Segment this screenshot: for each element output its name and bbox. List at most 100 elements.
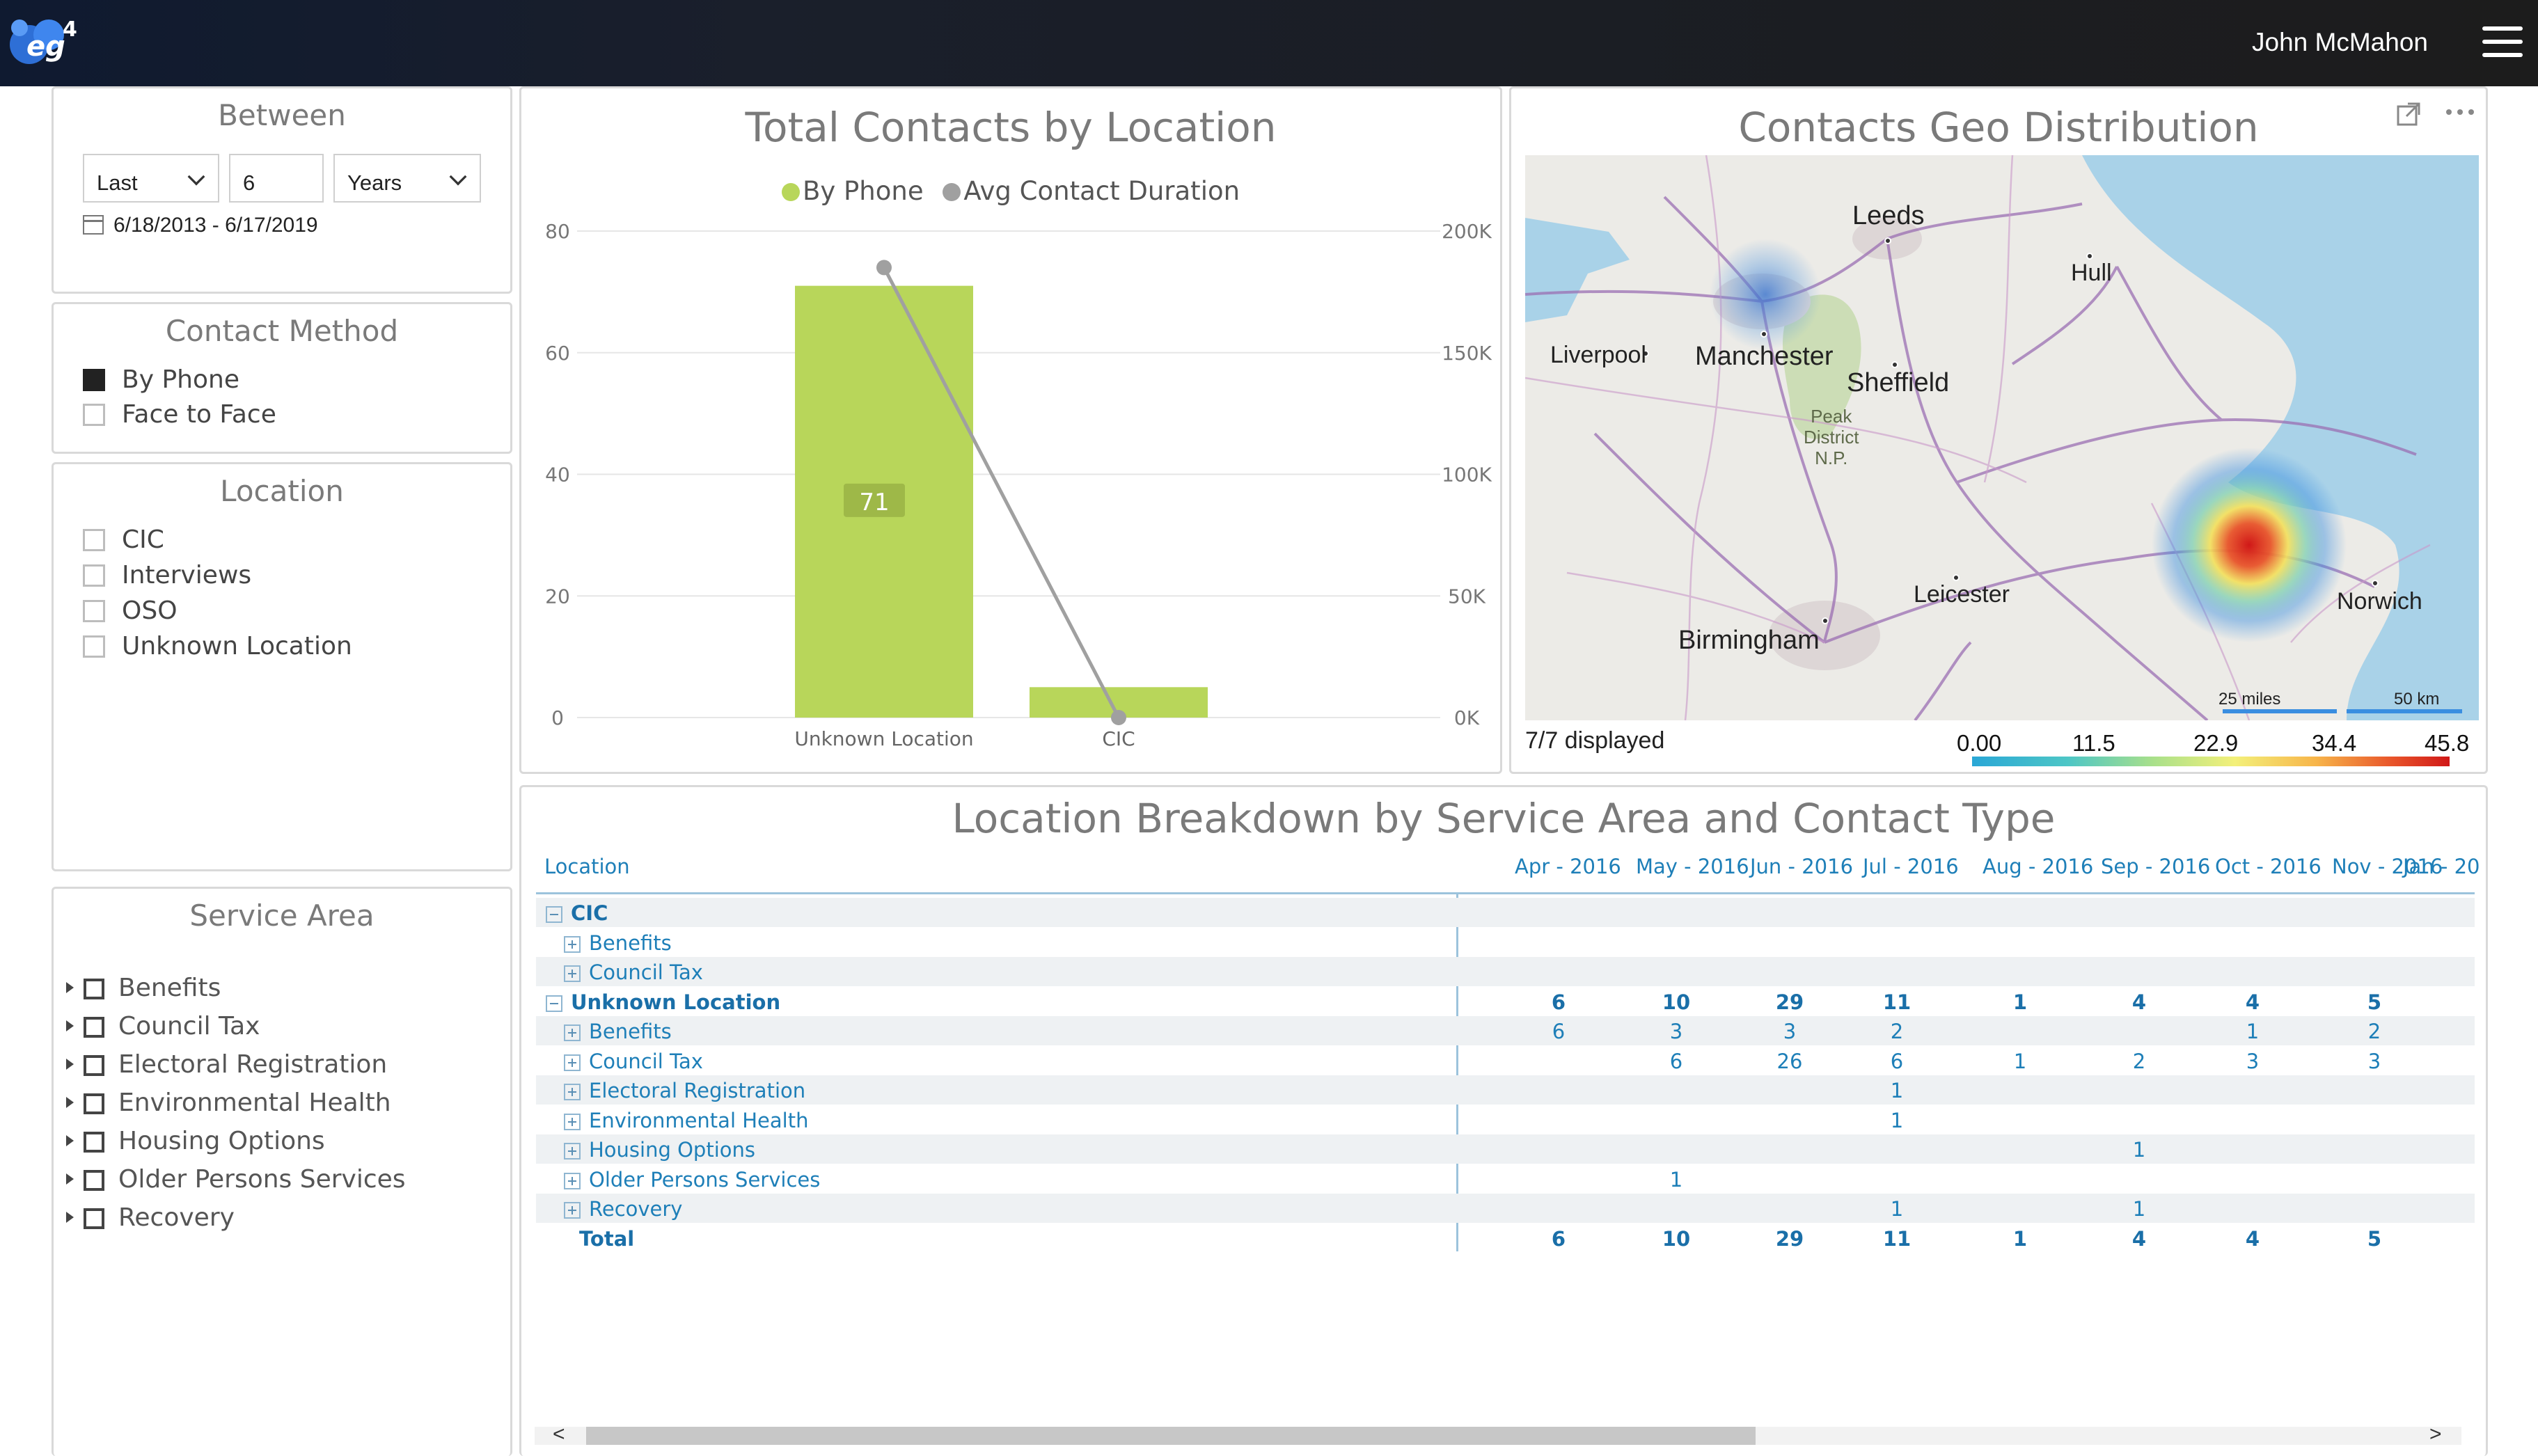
table-cell[interactable]: 1	[2012, 990, 2028, 1014]
table-cell[interactable]: 4	[2245, 990, 2260, 1014]
table-row[interactable]	[536, 987, 2475, 1016]
expand-icon[interactable]	[564, 1113, 581, 1130]
table-cell[interactable]: 4	[2131, 1226, 2147, 1251]
expand-icon[interactable]	[564, 1024, 581, 1041]
contact-method-item[interactable]: Face to Face	[83, 400, 276, 429]
horizontal-scrollbar[interactable]	[535, 1427, 2461, 1445]
table-cell[interactable]: 11	[1882, 1226, 1912, 1251]
table-cell[interactable]: 4	[2131, 990, 2147, 1014]
table-cell[interactable]: 3	[1783, 1020, 1797, 1043]
table-cell[interactable]: 1	[2132, 1197, 2146, 1221]
column-header[interactable]: Jul - 2016	[1863, 855, 1959, 878]
table-row[interactable]	[536, 1134, 2475, 1164]
table-cell[interactable]: 2	[1890, 1020, 1904, 1043]
expand-icon[interactable]	[564, 1084, 581, 1100]
expand-icon[interactable]	[2395, 101, 2422, 127]
table-cell[interactable]: 1	[1890, 1197, 1904, 1221]
expand-icon[interactable]	[564, 1172, 581, 1189]
table-cell[interactable]: 1	[1669, 1167, 1683, 1192]
expand-arrow-icon[interactable]	[66, 1212, 74, 1223]
table-cell[interactable]: 4	[2245, 1226, 2260, 1251]
column-header[interactable]: Oct - 2016	[2215, 855, 2322, 878]
expand-arrow-icon[interactable]	[66, 1173, 74, 1185]
column-header-location[interactable]: Location	[544, 855, 630, 878]
table-cell[interactable]: 3	[2246, 1049, 2260, 1073]
checkbox[interactable]	[83, 369, 105, 391]
table-cell[interactable]: 10	[1662, 990, 1691, 1014]
service-area-item[interactable]: Electoral Registration	[66, 1050, 387, 1079]
checkbox[interactable]	[84, 979, 104, 999]
table-cell[interactable]: 3	[1669, 1020, 1683, 1043]
service-area-item[interactable]: Environmental Health	[66, 1089, 391, 1117]
table-cell[interactable]: 26	[1776, 1049, 1803, 1073]
table-cell[interactable]: 2	[2367, 1020, 2381, 1043]
table-cell[interactable]: 3	[2367, 1049, 2381, 1073]
table-row[interactable]	[536, 1224, 2475, 1253]
collapse-icon[interactable]	[546, 906, 562, 923]
table-row[interactable]	[536, 1105, 2475, 1134]
service-area-item[interactable]: Recovery	[66, 1203, 235, 1232]
location-item[interactable]: Interviews	[83, 561, 251, 589]
table-row[interactable]	[536, 1016, 2475, 1045]
checkbox[interactable]	[84, 1055, 104, 1076]
table-cell[interactable]: 11	[1882, 990, 1912, 1014]
column-header[interactable]: Jan - 20	[2403, 855, 2480, 878]
table-cell[interactable]: 6	[1669, 1049, 1683, 1073]
expand-arrow-icon[interactable]	[66, 1135, 74, 1146]
service-area-item[interactable]: Council Tax	[66, 1012, 260, 1040]
map-canvas[interactable]: Leeds Hull Liverpool Manchester Sheffiel…	[1525, 155, 2479, 720]
eg4-logo-icon[interactable]: eg 4	[8, 10, 85, 72]
calendar-icon[interactable]	[83, 215, 104, 235]
amount-input[interactable]: 6	[229, 154, 324, 203]
expand-arrow-icon[interactable]	[66, 1020, 74, 1031]
table-cell[interactable]: 6	[1551, 1226, 1566, 1251]
table-cell[interactable]: 5	[2367, 1226, 2382, 1251]
column-header[interactable]: Aug - 2016	[1983, 855, 2094, 878]
location-item[interactable]: Unknown Location	[83, 632, 352, 660]
table-row[interactable]	[536, 1046, 2475, 1075]
table-row[interactable]	[536, 1075, 2475, 1105]
table-cell[interactable]: 6	[1551, 990, 1566, 1014]
contact-method-item[interactable]: By Phone	[83, 365, 239, 394]
collapse-icon[interactable]	[546, 995, 562, 1012]
expand-icon[interactable]	[564, 1202, 581, 1219]
scroll-right-button[interactable]: >	[2429, 1423, 2442, 1446]
checkbox[interactable]	[84, 1017, 104, 1038]
scroll-left-button[interactable]: <	[553, 1423, 565, 1446]
table-cell[interactable]: 6	[1890, 1049, 1904, 1073]
table-cell[interactable]: 1	[1890, 1108, 1904, 1132]
table-cell[interactable]: 29	[1775, 990, 1804, 1014]
table-row[interactable]	[536, 898, 2475, 927]
service-area-item[interactable]: Older Persons Services	[66, 1165, 406, 1194]
checkbox[interactable]	[83, 635, 105, 658]
table-row[interactable]	[536, 928, 2475, 957]
table-cell[interactable]: 1	[1890, 1079, 1904, 1102]
expand-arrow-icon[interactable]	[66, 1059, 74, 1070]
table-cell[interactable]: 2	[2132, 1049, 2146, 1073]
table-cell[interactable]: 10	[1662, 1226, 1691, 1251]
column-header[interactable]: Sep - 2016	[2101, 855, 2211, 878]
table-cell[interactable]: 1	[2013, 1049, 2027, 1073]
checkbox[interactable]	[83, 404, 105, 426]
expand-icon[interactable]	[564, 965, 581, 982]
column-header[interactable]: Jun - 2016	[1750, 855, 1854, 878]
hamburger-menu-icon[interactable]	[2482, 26, 2523, 57]
location-item[interactable]: OSO	[83, 596, 178, 625]
user-name[interactable]: John McMahon	[2252, 28, 2428, 56]
expand-arrow-icon[interactable]	[66, 1097, 74, 1108]
period-select[interactable]: Last	[83, 154, 219, 203]
checkbox[interactable]	[83, 600, 105, 622]
table-cell[interactable]: 5	[2367, 990, 2382, 1014]
legend-item[interactable]: By Phone	[781, 176, 924, 206]
column-header[interactable]: Apr - 2016	[1515, 855, 1621, 878]
checkbox[interactable]	[84, 1208, 104, 1229]
checkbox[interactable]	[84, 1093, 104, 1114]
table-row[interactable]	[536, 1194, 2475, 1223]
table-row[interactable]	[536, 957, 2475, 986]
date-range[interactable]: 6/18/2013 - 6/17/2019	[83, 214, 318, 237]
table-cell[interactable]: 6	[1552, 1020, 1566, 1043]
checkbox[interactable]	[83, 529, 105, 551]
service-area-item[interactable]: Housing Options	[66, 1127, 325, 1155]
expand-arrow-icon[interactable]	[66, 982, 74, 993]
unit-select[interactable]: Years	[333, 154, 481, 203]
